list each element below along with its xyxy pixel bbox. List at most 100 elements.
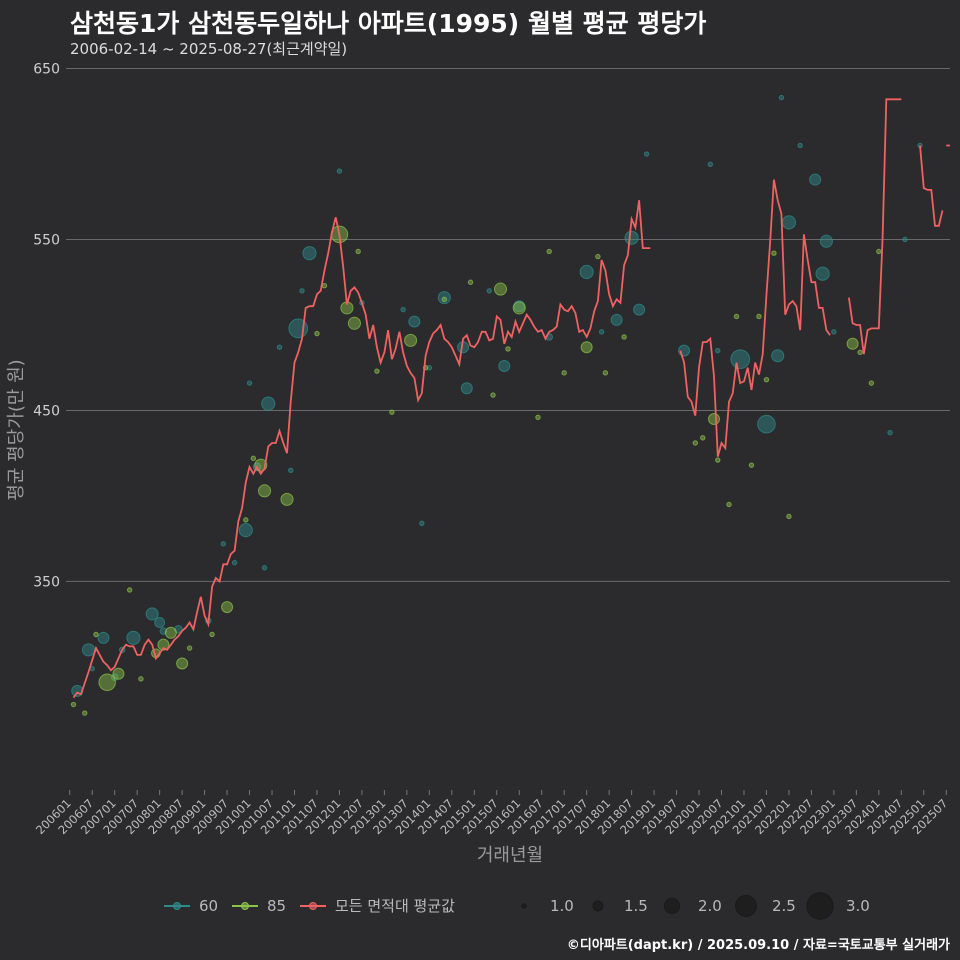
chart-title: 삼천동1가 삼천동두일하나 아파트(1995) 월별 평균 평당가 [70, 9, 707, 38]
series-85-points [70, 225, 882, 716]
data-point [276, 344, 283, 350]
data-point [302, 246, 317, 261]
data-point [730, 349, 751, 370]
x-tick-labels: 2006012006072007012007072008012008072009… [33, 790, 950, 837]
data-point [145, 607, 159, 621]
data-point [221, 601, 234, 614]
data-point [97, 631, 110, 644]
data-point [633, 303, 646, 316]
data-point [624, 230, 639, 245]
data-point [126, 587, 133, 593]
legend-size-key [521, 903, 527, 909]
data-point [82, 710, 88, 716]
data-point [460, 382, 473, 395]
data-point [250, 455, 256, 462]
legend-size-label: 1.0 [550, 897, 574, 915]
data-point [112, 667, 125, 680]
data-point [857, 349, 863, 356]
average-line-segment [72, 200, 651, 699]
data-point [441, 296, 448, 303]
data-point [400, 306, 406, 313]
data-point [715, 347, 721, 354]
legend-size-key [663, 897, 681, 915]
data-point [621, 334, 627, 340]
data-point [902, 236, 908, 243]
legend-key-point [241, 902, 249, 910]
legend-size-key [806, 892, 834, 920]
data-point [389, 409, 395, 415]
data-point [700, 435, 706, 441]
data-point [546, 248, 552, 255]
data-point [426, 365, 433, 371]
y-tick-label: 450 [33, 403, 60, 419]
data-point [726, 501, 732, 508]
y-axis-label: 평균 평당가(만 원) [6, 359, 27, 500]
legend-size-key [592, 900, 604, 912]
data-point [868, 380, 875, 386]
data-point [347, 316, 361, 330]
y-tick-label: 650 [33, 62, 60, 78]
data-point [299, 288, 305, 294]
data-point [209, 631, 215, 638]
data-point [186, 645, 193, 651]
legend-size-label: 2.5 [772, 897, 796, 915]
data-point [467, 279, 474, 285]
data-point [261, 396, 276, 411]
data-point [154, 617, 166, 628]
data-point [314, 330, 320, 337]
data-point [288, 467, 294, 474]
average-line [72, 98, 950, 699]
y-tick-label: 550 [33, 233, 60, 249]
legend-label: 85 [267, 897, 286, 915]
data-point [98, 673, 116, 692]
grid-lines [66, 68, 950, 582]
data-point [70, 701, 77, 708]
data-point [819, 234, 833, 248]
legend-key-point [309, 902, 317, 910]
x-axis-label: 거래년월 [477, 845, 543, 866]
data-point [336, 168, 343, 174]
data-point [610, 313, 623, 326]
average-line-segment [848, 98, 902, 355]
legend-key-point [173, 902, 181, 910]
data-point [493, 282, 508, 296]
legend-label: 모든 면적대 평균값 [335, 897, 455, 915]
legend-label: 60 [199, 897, 218, 915]
credit: ©디아파트(dapt.kr) / 2025.09.10 / 자료=국토교통부 실… [566, 938, 950, 953]
data-point [797, 142, 803, 149]
data-point [374, 368, 380, 374]
chart-subtitle: 2006-02-14 ~ 2025-08-27(최근계약일) [70, 40, 348, 58]
data-point [708, 413, 721, 426]
data-point [602, 370, 609, 376]
data-point [157, 638, 170, 651]
data-point [781, 215, 797, 230]
data-point [126, 630, 141, 645]
data-point [846, 337, 859, 350]
data-point [486, 288, 492, 294]
data-point [643, 151, 650, 157]
average-line-segment [919, 145, 944, 227]
data-point [595, 253, 601, 260]
legend-size-label: 1.5 [624, 897, 648, 915]
data-point [164, 626, 177, 639]
data-point [771, 250, 777, 256]
data-point [81, 643, 96, 657]
data-point [321, 282, 328, 289]
data-point [408, 315, 421, 328]
y-tick-label: 350 [33, 574, 60, 590]
data-point [535, 414, 541, 421]
data-point [238, 523, 253, 538]
data-point [561, 370, 567, 376]
data-point [280, 492, 294, 506]
data-point [404, 333, 418, 347]
data-point [261, 565, 268, 571]
data-point [715, 457, 721, 463]
data-point [579, 264, 594, 280]
data-point [815, 266, 830, 281]
data-point [598, 329, 605, 335]
data-point [257, 484, 272, 498]
data-point [176, 657, 189, 670]
data-point [778, 94, 785, 101]
data-point [243, 517, 249, 523]
